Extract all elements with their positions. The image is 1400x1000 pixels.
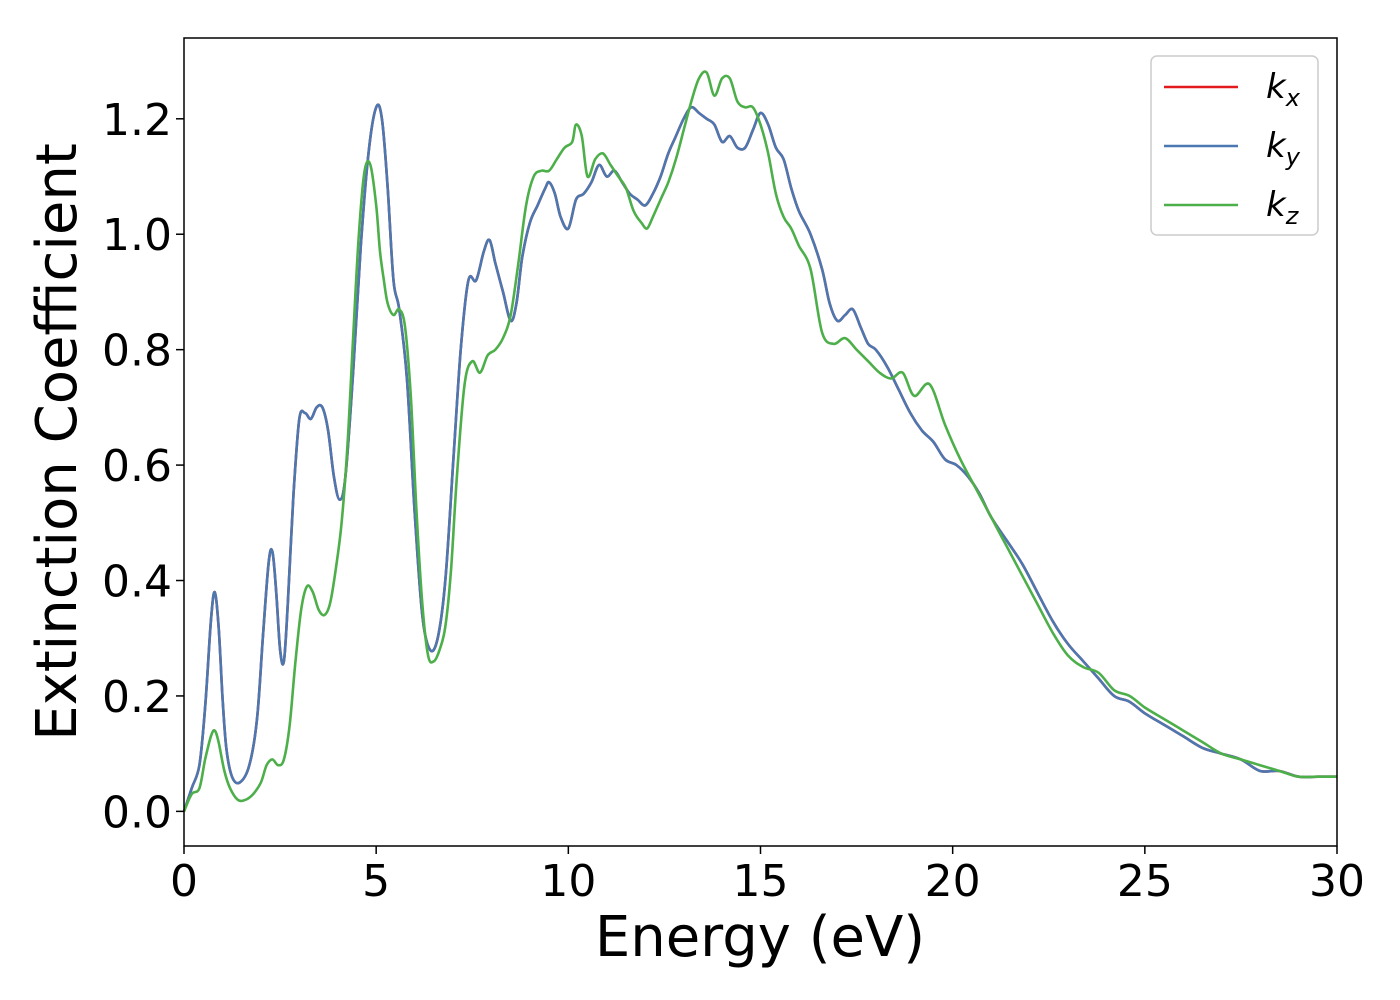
- x-tick-label: 25: [1117, 856, 1173, 907]
- y-axis-label: Extinction Coefficient: [25, 143, 90, 741]
- y-tick-label: 0.6: [102, 441, 172, 492]
- y-tick-label: 0.0: [102, 787, 172, 838]
- x-tick-label: 5: [362, 856, 390, 907]
- y-tick-label: 1.0: [102, 210, 172, 261]
- legend-label-z: kz: [1266, 185, 1300, 230]
- legend: kx ky kz: [1150, 55, 1319, 236]
- plot-area: [182, 70, 1337, 812]
- x-axis: 0 5 10 15 20 25 30: [170, 846, 1365, 907]
- y-tick-label: 0.2: [102, 672, 172, 723]
- x-axis-label: Energy (eV): [595, 905, 925, 970]
- x-tick-label: 20: [925, 856, 981, 907]
- y-tick-label: 0.8: [102, 326, 172, 377]
- series-line-y: [182, 103, 1337, 812]
- legend-label-y: ky: [1266, 126, 1301, 171]
- legend-label-x: kx: [1266, 67, 1301, 112]
- x-tick-label: 30: [1309, 856, 1365, 907]
- x-tick-label: 0: [170, 856, 198, 907]
- y-tick-label: 0.4: [102, 557, 172, 608]
- x-tick-label: 15: [733, 856, 789, 907]
- series-line-z: [182, 70, 1337, 812]
- y-axis: 0.0 0.2 0.4 0.6 0.8 1.0 1.2: [102, 95, 184, 838]
- y-tick-label: 1.2: [102, 95, 172, 146]
- x-tick-label: 10: [540, 856, 596, 907]
